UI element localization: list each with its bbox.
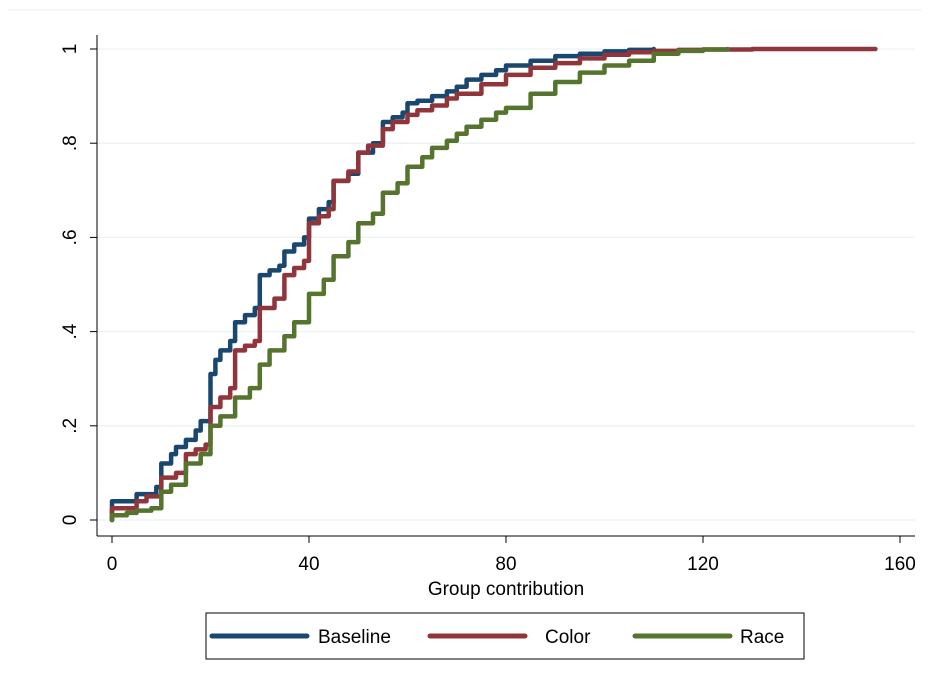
x-axis-title: Group contribution [428,579,584,600]
legend-label-baseline: Baseline [318,627,391,648]
x-tick-label: 40 [298,554,319,575]
legend-label-race: Race [740,627,784,648]
x-tick-label: 80 [495,554,516,575]
y-ticks: 0 .2 .4 .6 .8 1 [60,44,97,526]
y-tick-label: .8 [60,135,81,151]
x-tick-label: 120 [687,554,719,575]
legend: Baseline Color Race [205,612,805,660]
legend-label-color: Color [545,627,591,648]
y-tick-label: .6 [60,229,81,245]
y-tick-label: 0 [60,515,81,526]
series-lines [109,46,878,523]
y-tick-label: .2 [60,418,81,434]
y-tick-label: .4 [60,323,81,339]
x-tick-label: 0 [107,554,118,575]
series-line-race [109,46,730,523]
series-line-color [109,46,878,523]
series-line-baseline [109,46,657,523]
y-tick-label: 1 [60,44,81,55]
x-ticks: 0 40 80 120 160 [107,536,916,575]
x-tick-label: 160 [884,554,916,575]
